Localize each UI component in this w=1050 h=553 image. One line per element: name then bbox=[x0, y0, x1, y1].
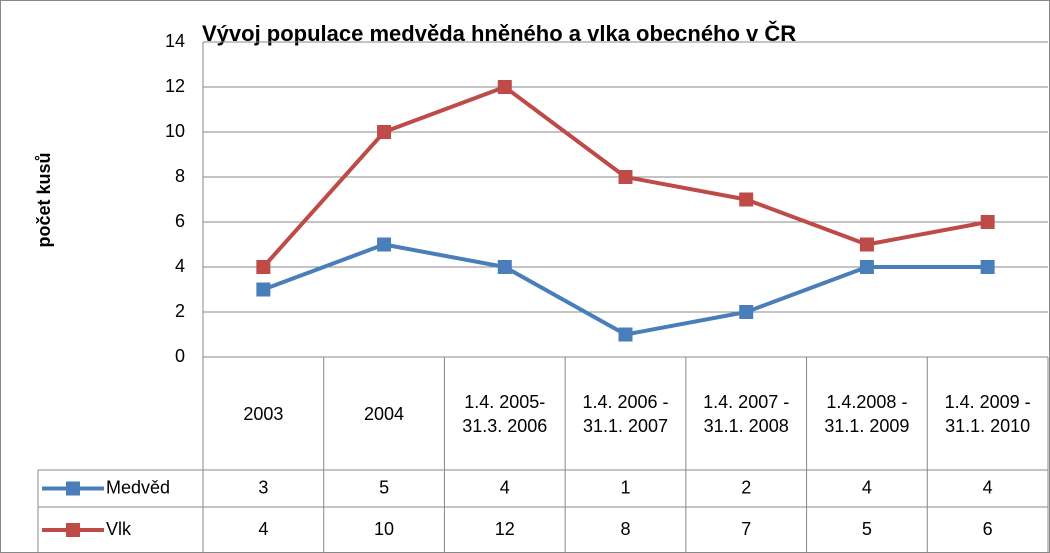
marker bbox=[739, 305, 754, 319]
table-value: 5 bbox=[379, 477, 389, 497]
marker bbox=[980, 260, 995, 274]
x-tick-label: 1.4.2008 - 31.1. 2009 bbox=[824, 391, 910, 436]
marker bbox=[377, 125, 392, 139]
table-value: 4 bbox=[983, 477, 993, 497]
table-value: 12 bbox=[495, 519, 515, 539]
marker bbox=[377, 237, 392, 252]
table-value: 10 bbox=[374, 519, 394, 539]
cell-wrap: 2004 bbox=[324, 357, 445, 470]
y-tick-label: 4 bbox=[175, 256, 185, 276]
legend-marker bbox=[66, 523, 80, 537]
x-category-cell: 1.4. 2005-31.3. 2006 bbox=[444, 357, 565, 470]
marker bbox=[739, 192, 754, 207]
marker bbox=[859, 237, 874, 252]
legend-marker bbox=[66, 481, 80, 496]
cell-wrap: 1.4.2008 - 31.1. 2009 bbox=[807, 357, 928, 470]
table-value: 4 bbox=[862, 477, 872, 497]
y-tick-label: 12 bbox=[165, 76, 185, 96]
y-tick-label: 8 bbox=[175, 166, 185, 186]
legend-label: Medvěd bbox=[106, 477, 170, 497]
cell-wrap: 1.4. 2005-31.3. 2006 bbox=[444, 357, 565, 470]
x-tick-label: 1.4. 2009 - 31.1. 2010 bbox=[944, 391, 1031, 436]
marker bbox=[859, 260, 874, 274]
marker bbox=[256, 282, 271, 297]
x-category-cell: 2003 bbox=[203, 357, 324, 470]
marker bbox=[618, 170, 633, 184]
x-tick-label: 2003 bbox=[243, 403, 284, 424]
table-value: 6 bbox=[983, 519, 993, 539]
cell-wrap: 1.4. 2006 - 31.1. 2007 bbox=[565, 357, 686, 470]
marker bbox=[980, 215, 995, 229]
table-value: 7 bbox=[741, 519, 751, 539]
x-category-cell: 1.4. 2009 - 31.1. 2010 bbox=[927, 357, 1048, 470]
x-tick-label: 1.4. 2006 - 31.1. 2007 bbox=[582, 391, 669, 436]
x-category-cell: 1.4.2008 - 31.1. 2009 bbox=[807, 357, 928, 470]
table-value: 4 bbox=[500, 477, 510, 497]
table-value: 3 bbox=[258, 477, 268, 497]
x-category-cell: 1.4. 2006 - 31.1. 2007 bbox=[565, 357, 686, 470]
cell-wrap: 1.4. 2007 - 31.1. 2008 bbox=[686, 357, 807, 470]
legend-label: Vlk bbox=[106, 519, 132, 539]
cell-wrap: 2003 bbox=[203, 357, 324, 470]
y-tick-label: 14 bbox=[165, 31, 185, 51]
x-tick-label: 2004 bbox=[364, 403, 405, 424]
marker bbox=[618, 327, 633, 342]
y-tick-label: 2 bbox=[175, 301, 185, 321]
table-value: 8 bbox=[620, 519, 630, 539]
cell-wrap: 1.4. 2009 - 31.1. 2010 bbox=[927, 357, 1048, 470]
y-tick-label: 10 bbox=[165, 121, 185, 141]
x-tick-label: 1.4. 2007 - 31.1. 2008 bbox=[703, 391, 790, 436]
y-tick-label: 6 bbox=[175, 211, 185, 231]
table-value: 5 bbox=[862, 519, 872, 539]
y-axis-label: počet kusů bbox=[34, 152, 54, 247]
marker bbox=[497, 80, 512, 94]
table-value: 1 bbox=[620, 477, 630, 497]
x-category-cell: 2004 bbox=[324, 357, 445, 470]
table-value: 2 bbox=[741, 477, 751, 497]
marker bbox=[497, 260, 512, 274]
x-tick-label: 1.4. 2005-31.3. 2006 bbox=[462, 391, 548, 436]
marker bbox=[256, 260, 271, 274]
table-value: 4 bbox=[258, 519, 268, 539]
x-category-cell: 1.4. 2007 - 31.1. 2008 bbox=[686, 357, 807, 470]
y-tick-label: 0 bbox=[175, 346, 185, 366]
